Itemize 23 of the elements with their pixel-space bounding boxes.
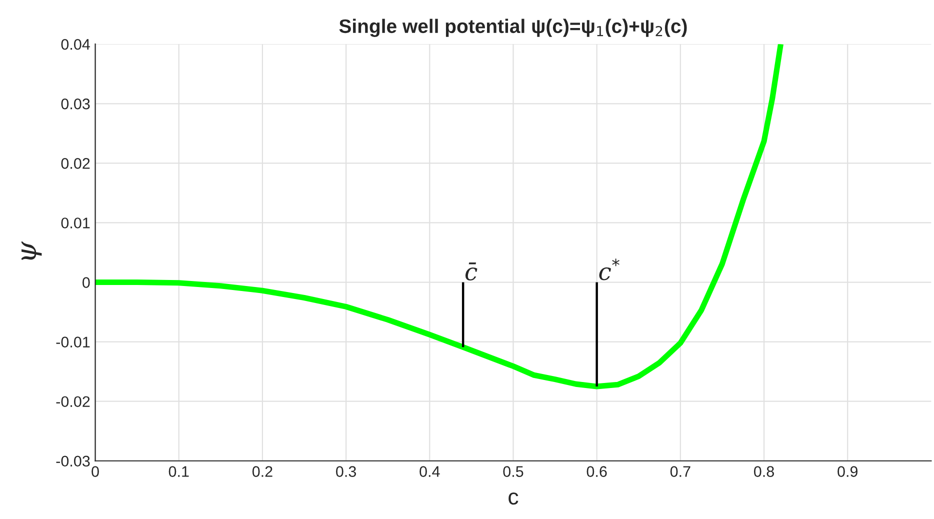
x-tick-label: 0.9: [838, 466, 858, 477]
annotation: c̄: [465, 262, 478, 280]
x-tick-label: 0.7: [670, 466, 690, 477]
y-tick-label: -0.02: [56, 396, 90, 408]
x-tick-label: 0.6: [586, 466, 607, 477]
x-tick-label: 0.4: [420, 466, 440, 477]
x-tick-label: 0.5: [503, 466, 524, 477]
x-axis-title: c: [508, 492, 518, 505]
x-tick-label: 0.3: [336, 466, 356, 477]
x-tick-label: 0.8: [754, 466, 774, 477]
y-tick-label: 0.04: [61, 38, 90, 50]
chart-title: Single well potential ψ(c)=ψ$_{1}$(c)+ψ$_{2}$(c): [339, 18, 687, 38]
x-tick-label: 0.2: [252, 466, 272, 477]
y-tick-label: 0.03: [61, 98, 90, 110]
y-tick-label: -0.01: [56, 336, 90, 348]
x-tick-label: 0.1: [168, 466, 189, 477]
y-tick-label: 0.02: [61, 158, 90, 169]
y-tick-label: 0: [82, 277, 90, 288]
y-axis-title: ψ: [22, 241, 42, 260]
annotation: c$^{*}$: [599, 258, 620, 280]
y-tick-label: -0.03: [56, 456, 90, 467]
y-tick-label: 0.01: [61, 218, 90, 228]
x-tick-label: 0: [92, 466, 99, 477]
